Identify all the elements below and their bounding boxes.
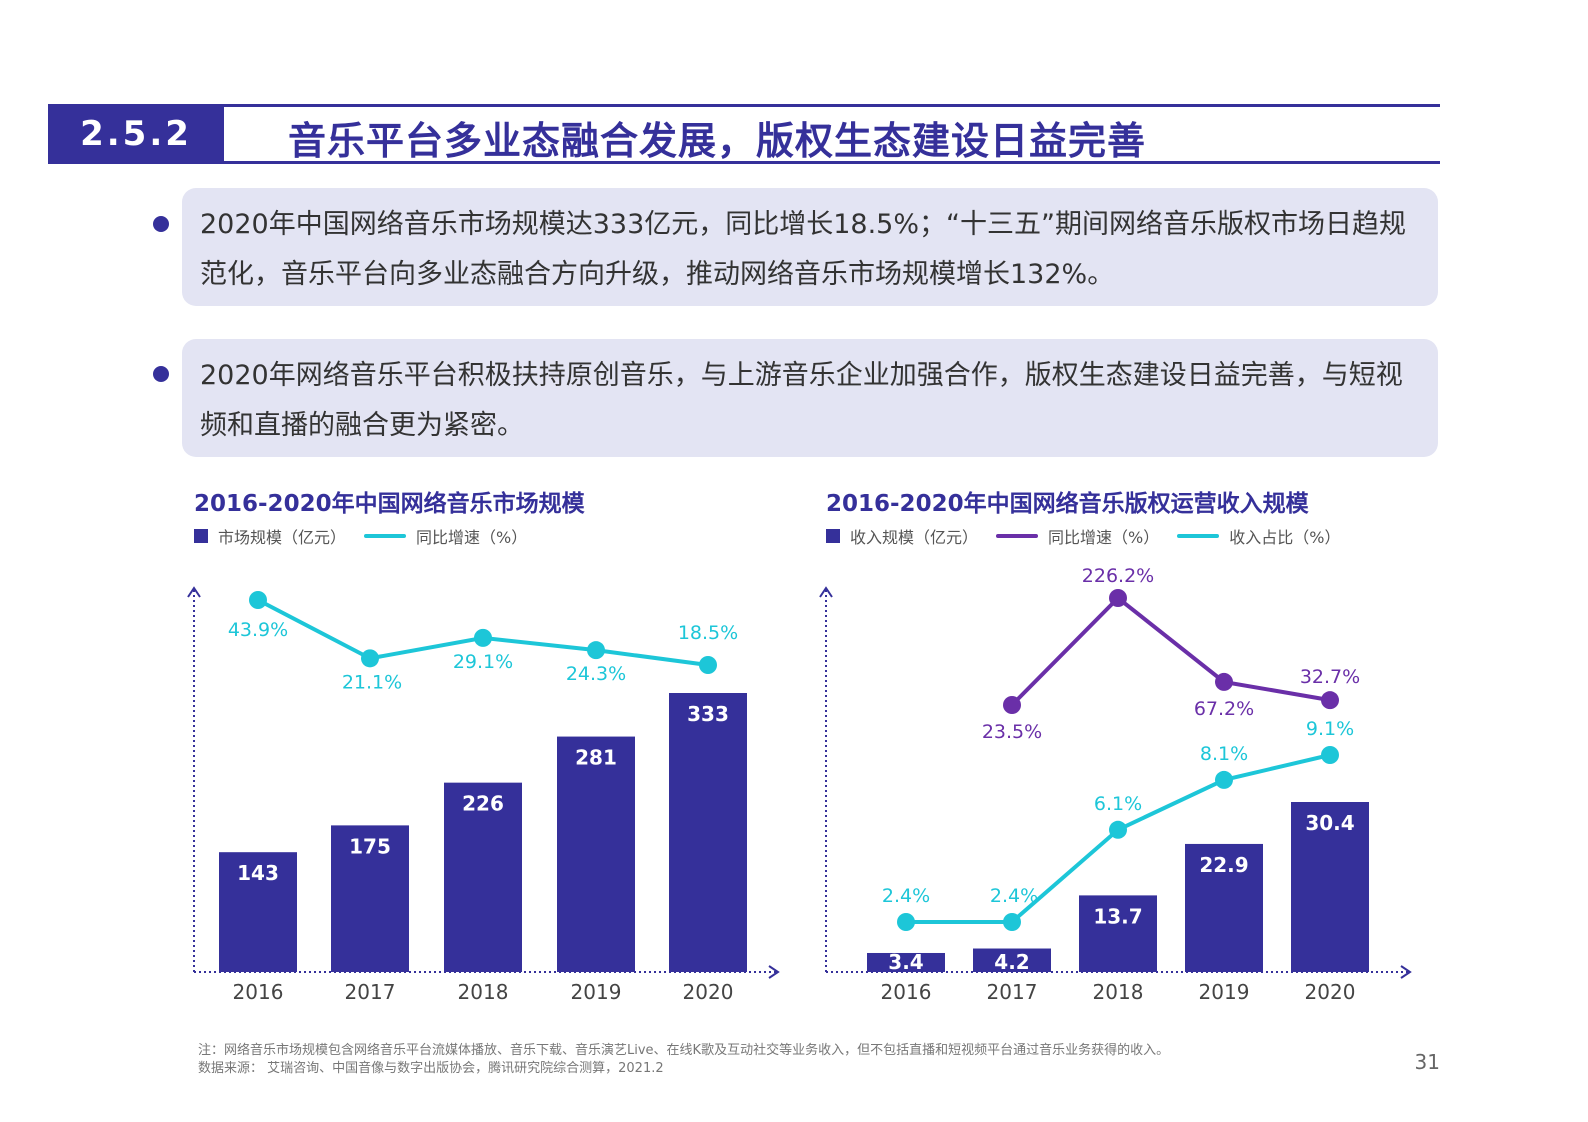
chart2-growth-label-2020: 32.7% — [1300, 666, 1360, 688]
chart1-growth-label-2020: 18.5% — [678, 622, 738, 644]
chart1-bar-label-2020: 333 — [687, 702, 729, 726]
chart2-x-tick-2019: 2019 — [1199, 980, 1250, 1004]
chart1-legend: 市场规模（亿元） 同比增速（%） — [194, 524, 545, 548]
chart2-legend-share: 收入占比（%） — [1177, 524, 1340, 548]
chart1-bar-label-2019: 281 — [575, 746, 617, 770]
legend-swatch — [826, 529, 840, 543]
legend-swatch — [194, 529, 208, 543]
chart2-share-point-2017 — [1003, 913, 1021, 931]
chart2-bar-label-2020: 30.4 — [1305, 811, 1354, 835]
chart2-share-label-2016: 2.4% — [882, 885, 930, 907]
chart2-x-tick-2016: 2016 — [881, 980, 932, 1004]
header-rule-top — [224, 104, 1440, 107]
bullet-box-2: 2020年网络音乐平台积极扶持原创音乐，与上游音乐企业加强合作，版权生态建设日益… — [182, 339, 1438, 457]
footnote-note: 注：网络音乐市场规模包含网络音乐平台流媒体播放、音乐下载、音乐演艺Live、在线… — [198, 1043, 1170, 1058]
legend-swatch — [364, 534, 407, 538]
chart1-bar-label-2017: 175 — [349, 834, 391, 858]
page-number: 31 — [1414, 1050, 1440, 1074]
chart2-share-label-2017: 2.4% — [990, 885, 1038, 907]
chart2-x-tick-2018: 2018 — [1093, 980, 1144, 1004]
chart2-share-point-2016 — [897, 913, 915, 931]
chart2-growth-label-2018: 226.2% — [1082, 565, 1154, 587]
chart1-x-tick-2018: 2018 — [458, 980, 509, 1004]
chart1-growth-label-2016: 43.9% — [228, 619, 288, 641]
chart1-legend-line: 同比增速（%） — [364, 524, 527, 548]
chart2-legend-share-label: 收入占比（%） — [1229, 528, 1341, 547]
chart1-bar-label-2018: 226 — [462, 792, 504, 816]
chart1-x-tick-2016: 2016 — [233, 980, 284, 1004]
chart2-y-axis-arrow — [819, 586, 833, 598]
chart1-growth-label-2019: 24.3% — [566, 663, 626, 685]
header-rule-bottom — [224, 161, 1440, 164]
chart2-growth-point-2017 — [1003, 696, 1021, 714]
chart2-bar-2020 — [1291, 802, 1369, 972]
chart2-legend-growth: 同比增速（%） — [996, 524, 1159, 548]
chart2-share-point-2019 — [1215, 770, 1233, 789]
section-header: 2.5.2 音乐平台多业态融合发展，版权生态建设日益完善 — [48, 104, 1440, 164]
chart2-bar-label-2017: 4.2 — [994, 950, 1029, 974]
bullet-dot-1 — [153, 216, 169, 232]
footnote: 注：网络音乐市场规模包含网络音乐平台流媒体播放、音乐下载、音乐演艺Live、在线… — [198, 1042, 1169, 1078]
chart1-x-tick-2020: 2020 — [683, 980, 734, 1004]
chart1-bar-2016 — [219, 852, 297, 972]
chart1-growth-point-2017 — [361, 649, 379, 668]
chart1-title: 2016-2020年中国网络音乐市场规模 — [194, 491, 585, 517]
chart2-bar-2019 — [1185, 843, 1263, 972]
bullet-text-2: 2020年网络音乐平台积极扶持原创音乐，与上游音乐企业加强合作，版权生态建设日益… — [200, 360, 1403, 441]
chart1-legend-bar-label: 市场规模（亿元） — [218, 528, 347, 547]
chart1-x-axis-arrow — [768, 965, 780, 979]
chart1-bar-2018 — [444, 782, 522, 972]
chart2-share-label-2018: 6.1% — [1094, 793, 1142, 815]
footnote-source: 数据来源： 艾瑞咨询、中国音像与数字出版协会，腾讯研究院综合测算，2021.2 — [198, 1061, 664, 1076]
chart2-x-tick-2017: 2017 — [987, 980, 1038, 1004]
chart1-legend-line-label: 同比增速（%） — [416, 528, 528, 547]
chart2-legend-bar-label: 收入规模（亿元） — [850, 528, 979, 547]
chart1-growth-label-2018: 29.1% — [453, 651, 513, 673]
chart1-legend-bar: 市场规模（亿元） — [194, 524, 346, 548]
chart2-share-point-2018 — [1109, 820, 1127, 839]
chart2-growth-point-2018 — [1109, 589, 1127, 607]
chart2-growth-point-2019 — [1215, 672, 1233, 691]
section-title: 音乐平台多业态融合发展，版权生态建设日益完善 — [288, 119, 1147, 163]
chart2-bar-2018 — [1079, 895, 1157, 972]
bullet-box-1: 2020年中国网络音乐市场规模达333亿元，同比增长18.5%；“十三五”期间网… — [182, 188, 1438, 306]
chart1-growth-point-2019 — [587, 641, 605, 660]
chart2-share-label-2019: 8.1% — [1200, 743, 1248, 765]
legend-swatch — [1177, 534, 1220, 538]
chart1-bar-2020 — [669, 693, 747, 972]
chart2-legend-growth-label: 同比增速（%） — [1048, 528, 1160, 547]
chart1-growth-point-2018 — [474, 628, 492, 647]
bullet-dot-2 — [153, 366, 169, 382]
chart1-growth-point-2016 — [249, 591, 267, 609]
chart1-growth-point-2020 — [699, 656, 717, 674]
bullet-text-1: 2020年中国网络音乐市场规模达333亿元，同比增长18.5%；“十三五”期间网… — [200, 209, 1406, 290]
chart2-growth-point-2020 — [1321, 691, 1339, 710]
chart2-bar-label-2018: 13.7 — [1093, 904, 1142, 928]
chart2-share-label-2020: 9.1% — [1306, 718, 1354, 740]
chart2-growth-label-2019: 67.2% — [1194, 698, 1254, 720]
chart2-growth-line — [1010, 595, 1331, 707]
chart2-legend-bar: 收入规模（亿元） — [826, 524, 978, 548]
chart2-bar-2016 — [867, 952, 945, 972]
chart1-y-axis-arrow — [187, 586, 201, 598]
chart2-x-tick-2020: 2020 — [1305, 980, 1356, 1004]
chart2-bar-label-2019: 22.9 — [1199, 853, 1248, 877]
chart2-title: 2016-2020年中国网络音乐版权运营收入规模 — [826, 491, 1309, 517]
chart2-share-point-2020 — [1321, 746, 1339, 764]
chart1-bar-2019 — [557, 736, 635, 972]
chart1-x-tick-2019: 2019 — [571, 980, 622, 1004]
chart2-legend: 收入规模（亿元） 同比增速（%） 收入占比（%） — [826, 524, 1358, 548]
chart2-bar-2017 — [973, 948, 1051, 972]
chart1-bar-label-2016: 143 — [237, 861, 279, 885]
chart1-growth-label-2017: 21.1% — [342, 671, 402, 693]
legend-swatch — [996, 534, 1039, 538]
section-number: 2.5.2 — [48, 104, 224, 164]
chart1-bar-2017 — [331, 825, 409, 972]
chart2-x-axis-arrow — [1400, 965, 1412, 979]
chart2-bar-label-2016: 3.4 — [888, 950, 923, 974]
chart2-growth-label-2017: 23.5% — [982, 721, 1042, 743]
chart1-x-tick-2017: 2017 — [345, 980, 396, 1004]
